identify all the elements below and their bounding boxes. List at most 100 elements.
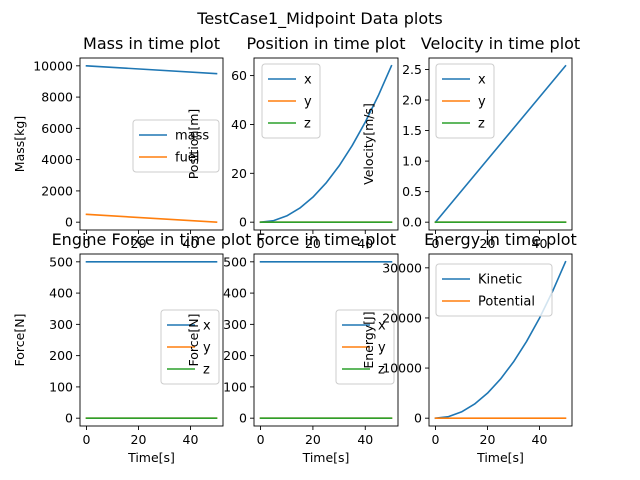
x-tick-label: 0 <box>83 432 91 447</box>
x-tick-label: 40 <box>357 236 373 251</box>
x-tick-label: 20 <box>305 236 321 251</box>
legend-label: z <box>478 117 485 132</box>
legend-label: y <box>203 341 211 356</box>
subplot-2: 020400204060xyzTime[s]Position[m]Positio… <box>186 34 405 269</box>
legend-label: y <box>478 95 486 110</box>
y-tick-label: 0 <box>65 215 73 230</box>
x-tick-label: 0 <box>432 236 440 251</box>
legend: xyz <box>335 309 395 385</box>
y-tick-label: 60 <box>231 68 247 83</box>
x-tick-label: 40 <box>183 236 199 251</box>
legend-label: y <box>304 95 312 110</box>
subplot-3: 020400.00.51.01.52.02.5xyzTime[s]Velocit… <box>361 34 580 269</box>
legend-label: z <box>304 117 311 132</box>
y-axis-label: Position[m] <box>186 109 201 180</box>
y-tick-label: 2.0 <box>402 93 422 108</box>
x-tick-label: 40 <box>532 432 548 447</box>
x-tick-label: 20 <box>480 236 496 251</box>
y-tick-label: 20 <box>231 166 247 181</box>
y-tick-label: 500 <box>223 254 247 269</box>
y-tick-label: 0 <box>65 411 73 426</box>
x-axis-label: Time[s] <box>476 450 524 465</box>
subplot-5: 0 20 400100200300400500xyzTime[s]Force[N]F… <box>186 230 399 465</box>
legend-frame <box>132 119 220 173</box>
x-tick-label: 20 <box>305 432 321 447</box>
subplot-title: Position in time plot <box>247 34 406 53</box>
subplot-title: Velocity in time plot <box>421 34 580 53</box>
y-tick-label: 20000 <box>382 310 422 325</box>
legend: xyz <box>160 309 220 385</box>
legend-label: z <box>378 363 385 378</box>
y-tick-label: 200 <box>49 348 73 363</box>
y-tick-label: 4000 <box>41 152 73 167</box>
subplot-title: Force in time plot <box>256 230 396 249</box>
y-tick-label: 0.5 <box>402 184 422 199</box>
series-line-x <box>259 64 393 224</box>
series-line-x <box>434 64 567 224</box>
y-tick-label: 0 <box>239 215 247 230</box>
y-tick-label: 0 <box>239 411 247 426</box>
y-tick-label: 400 <box>49 286 73 301</box>
x-tick-label: 0 <box>257 432 265 447</box>
y-axis-label: Force[N] <box>186 314 201 367</box>
x-tick-label: 40 <box>183 432 199 447</box>
y-tick-label: 1.0 <box>402 154 422 169</box>
figure-suptitle: TestCase1_Midpoint Data plots <box>196 9 442 29</box>
x-tick-label: 40 <box>357 432 373 447</box>
y-tick-label: 100 <box>49 379 73 394</box>
y-tick-label: 0.0 <box>402 215 422 230</box>
subplot-6: 0 20 40 0 10000 20000 30000 Kinetic Potential Tim… <box>361 230 577 465</box>
y-tick-label: 200 <box>223 348 247 363</box>
subplots: 020400200040006000800010000massfuelTime[… <box>12 34 580 465</box>
x-tick-label: 0 <box>432 432 440 447</box>
legend: xyz <box>261 63 321 139</box>
y-tick-label: 8000 <box>41 90 73 105</box>
y-tick-label: 6000 <box>41 121 73 136</box>
subplot-1: 020400200040006000800010000massfuelTime[… <box>12 34 224 269</box>
y-axis-label: Velocity[m/s] <box>361 103 376 185</box>
legend-label: x <box>203 319 211 334</box>
legend-label: x <box>304 73 312 88</box>
x-tick-label: 40 <box>532 236 548 251</box>
y-axis-label: Mass[kg] <box>12 116 27 172</box>
y-tick-label: 500 <box>49 254 73 269</box>
y-tick-label: 10000 <box>382 361 422 376</box>
subplot-4: 0 20 400100200300400500xyzTime[s]Force[N]E… <box>12 230 251 465</box>
legend-label: mass <box>175 129 209 144</box>
legend-label: fuel <box>175 151 199 166</box>
x-tick-label: 20 <box>480 432 496 447</box>
legend-label: Potential <box>478 295 535 310</box>
y-tick-label: 10000 <box>33 58 73 73</box>
legend: mass fuel <box>132 119 220 173</box>
x-axis-label: Time[s] <box>127 450 175 465</box>
y-tick-label: 2.5 <box>402 62 422 77</box>
legend: xyz <box>435 63 495 139</box>
y-tick-label: 30000 <box>382 260 422 275</box>
y-tick-label: 0 <box>414 411 422 426</box>
x-axis-label: Time[s] <box>302 450 350 465</box>
legend-label: x <box>378 319 386 334</box>
y-tick-label: 400 <box>223 286 247 301</box>
legend: Kinetic Potential <box>435 263 553 317</box>
x-tick-label: 0 <box>83 236 91 251</box>
y-axis-label: Energy[J] <box>361 311 376 368</box>
y-axis-label: Force[N] <box>12 314 27 367</box>
legend-frame <box>435 263 553 317</box>
x-tick-label: 0 <box>257 236 265 251</box>
y-tick-label: 1.5 <box>402 123 422 138</box>
y-tick-label: 100 <box>223 379 247 394</box>
subplot-title: Engine Force in time plot <box>52 230 252 249</box>
y-tick-label: 2000 <box>41 183 73 198</box>
y-tick-label: 40 <box>231 117 247 132</box>
legend-label: z <box>203 363 210 378</box>
subplot-title: Mass in time plot <box>83 34 220 53</box>
y-tick-label: 300 <box>49 317 73 332</box>
series-line-mass <box>85 64 218 75</box>
x-tick-label: 20 <box>131 432 147 447</box>
subplot-title: Energy in time plot <box>424 230 577 249</box>
x-tick-label: 20 <box>131 236 147 251</box>
legend-label: x <box>478 73 486 88</box>
series-line-fuel <box>85 213 218 224</box>
legend-label: Kinetic <box>478 273 522 288</box>
